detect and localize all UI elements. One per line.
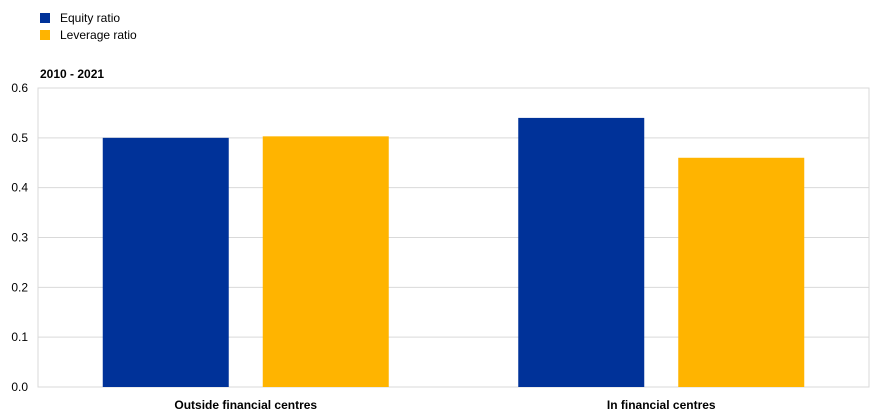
y-tick-label: 0.2 [11, 280, 28, 294]
y-tick-label: 0.3 [11, 231, 28, 245]
y-tick-label: 0.4 [11, 181, 28, 195]
bar-leverage-1 [678, 157, 805, 387]
bar-leverage-0 [262, 136, 389, 387]
y-tick-label: 0.1 [11, 330, 28, 344]
legend-label-0: Equity ratio [60, 11, 120, 25]
plot-frame [37, 87, 870, 388]
x-axis: Outside financial centres In financial ce… [174, 398, 716, 412]
bar-equity-1 [518, 117, 645, 388]
bar-equity-0 [102, 137, 229, 387]
bars [102, 117, 805, 388]
y-tick-label: 0.5 [11, 131, 28, 145]
legend-swatch-0 [40, 13, 50, 23]
x-tick-label: In financial centres [607, 398, 716, 412]
y-axis: 0.0 0.1 0.2 0.3 0.4 0.5 0.6 [11, 81, 28, 394]
legend-swatch-1 [40, 30, 50, 40]
chart-subtitle: 2010 - 2021 [40, 67, 104, 81]
legend-label-1: Leverage ratio [60, 28, 137, 42]
legend: Equity ratio Leverage ratio [40, 11, 137, 42]
y-tick-label: 0.6 [11, 81, 28, 95]
y-tick-label: 0.0 [11, 380, 28, 394]
x-tick-label: Outside financial centres [174, 398, 317, 412]
